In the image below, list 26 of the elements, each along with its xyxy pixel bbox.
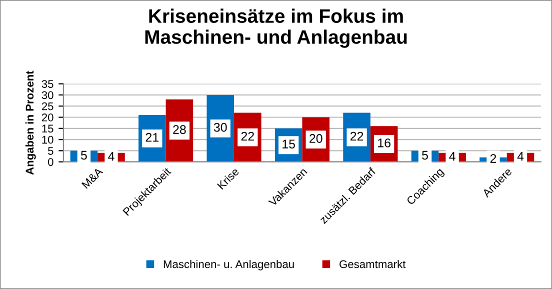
data-label: 28: [173, 125, 186, 134]
y-tick-label: 35: [42, 80, 54, 88]
chart-title: Kriseneinsätze im Fokus im Maschinen- und Anlagenbau: [145, 8, 407, 48]
data-label: 5: [80, 150, 87, 160]
data-label: 22: [350, 132, 364, 141]
legend-label: Maschinen- u. Anlagenbau: [164, 260, 294, 270]
y-tick-label: 15: [42, 124, 54, 133]
data-label: 4: [449, 152, 456, 161]
data-label: 4: [108, 152, 114, 161]
data-label: 15: [282, 140, 296, 148]
y-tick-label: 20: [42, 114, 54, 122]
y-tick-label: 25: [42, 102, 54, 110]
y-axis-title: Angaben in Prozent: [25, 70, 36, 175]
data-label: 20: [310, 134, 322, 143]
data-label: 5: [422, 150, 428, 160]
legend-label: Gesamtmarkt: [340, 260, 406, 268]
data-label: 30: [214, 122, 227, 132]
y-tick-label: 30: [42, 91, 54, 100]
data-label: 16: [378, 138, 390, 148]
data-label: 4: [517, 152, 524, 161]
y-tick-label: 0: [48, 158, 54, 166]
data-label: 22: [241, 132, 254, 141]
data-label: 2: [490, 154, 496, 163]
y-tick-label: 5: [48, 147, 54, 155]
data-label: 21: [146, 132, 158, 142]
y-tick-label: 10: [42, 136, 54, 144]
